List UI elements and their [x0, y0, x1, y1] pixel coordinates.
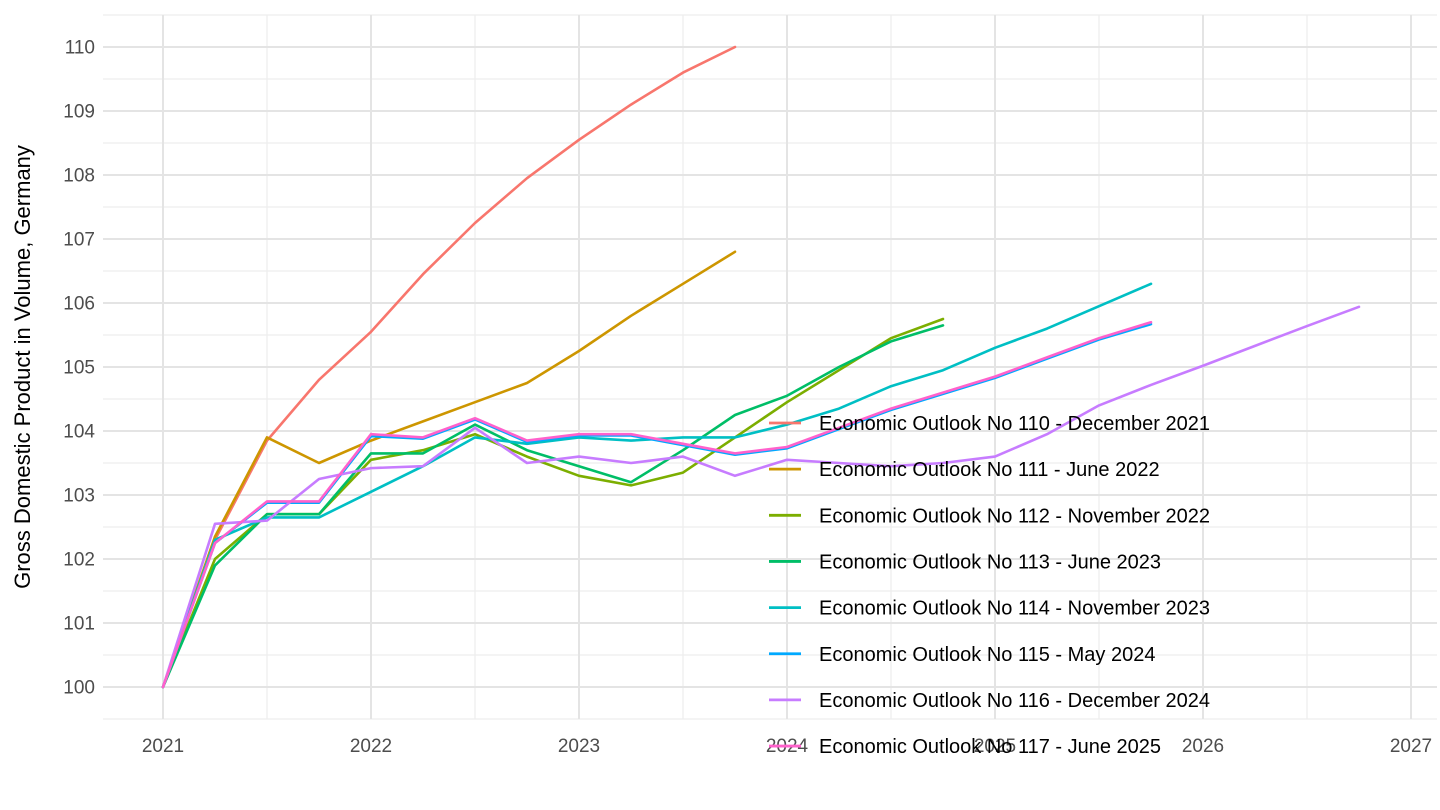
legend: Economic Outlook No 110 - December 2021 E… [769, 413, 1210, 758]
series-line-110 [161, 45, 737, 689]
legend-label: Economic Outlook No 113 - June 2023 [819, 551, 1161, 573]
legend-label: Economic Outlook No 110 - December 2021 [819, 413, 1210, 435]
y-tick-label: 107 [63, 230, 95, 251]
legend-label: Economic Outlook No 112 - November 2022 [819, 505, 1210, 527]
legend-item: Economic Outlook No 112 - November 2022 [769, 505, 1210, 527]
y-axis-title: Gross Domestic Product in Volume, German… [10, 145, 35, 589]
series-line-117 [161, 320, 1153, 689]
x-tick-label: 2023 [558, 736, 600, 757]
x-tick-label: 2027 [1390, 736, 1432, 757]
panel-gridlines [103, 14, 1437, 720]
y-tick-label: 110 [65, 38, 95, 59]
legend-label: Economic Outlook No 114 - November 2023 [819, 598, 1210, 620]
y-tick-label: 103 [63, 486, 95, 507]
legend-item: Economic Outlook No 110 - December 2021 [769, 413, 1210, 435]
x-tick-label: 2026 [1182, 736, 1224, 757]
series-line-113 [161, 324, 945, 689]
y-tick-label: 108 [63, 166, 95, 187]
legend-label: Economic Outlook No 117 - June 2025 [819, 736, 1161, 758]
series-lines [161, 45, 1361, 689]
y-tick-label: 100 [63, 678, 95, 699]
series-line-116 [161, 305, 1361, 689]
y-tick-label: 106 [63, 294, 95, 315]
legend-label: Economic Outlook No 116 - December 2024 [819, 690, 1210, 712]
legend-item: Economic Outlook No 117 - June 2025 [769, 736, 1161, 758]
legend-item: Economic Outlook No 115 - May 2024 [769, 644, 1155, 666]
legend-label: Economic Outlook No 111 - June 2022 [819, 459, 1160, 481]
legend-item: Economic Outlook No 116 - December 2024 [769, 690, 1210, 712]
y-tick-label: 102 [63, 550, 95, 571]
legend-item: Economic Outlook No 111 - June 2022 [769, 459, 1160, 481]
x-tick-label: 2021 [142, 736, 184, 757]
y-tick-label: 109 [63, 102, 95, 123]
legend-item: Economic Outlook No 114 - November 2023 [769, 598, 1210, 620]
y-tick-label: 105 [63, 358, 95, 379]
legend-label: Economic Outlook No 115 - May 2024 [819, 644, 1155, 666]
x-tick-label: 2022 [350, 736, 392, 757]
y-tick-label: 104 [63, 422, 95, 443]
legend-item: Economic Outlook No 113 - June 2023 [769, 551, 1161, 573]
series-line-111 [161, 250, 737, 689]
y-tick-label: 101 [63, 614, 95, 635]
x-tick-label: 2025 [974, 736, 1016, 757]
axis-tick-labels: 100 101 102 103 104 105 106 107 108 109 110 2021 202… [63, 38, 1432, 758]
